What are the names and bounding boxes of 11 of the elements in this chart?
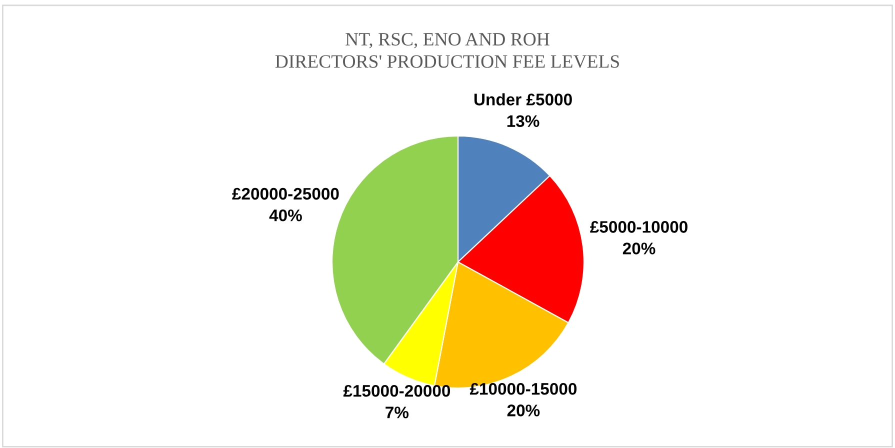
slice-label: £20000-25000	[232, 188, 339, 200]
data-label: 20%	[507, 404, 540, 416]
chart-title: NT, RSC, ENO AND ROH DIRECTORS' PRODUCTION FEE LEVELS	[275, 32, 619, 68]
slice-label: Under £5000	[474, 93, 572, 106]
data-label: 13%	[507, 115, 540, 128]
slice-label: £5000-10000	[590, 221, 688, 233]
data-label: 40%	[269, 209, 302, 222]
slice-label: £15000-20000	[343, 384, 450, 397]
data-label: 7%	[386, 406, 409, 418]
slice-label: £10000-15000	[470, 382, 577, 395]
data-label: 20%	[622, 242, 656, 254]
